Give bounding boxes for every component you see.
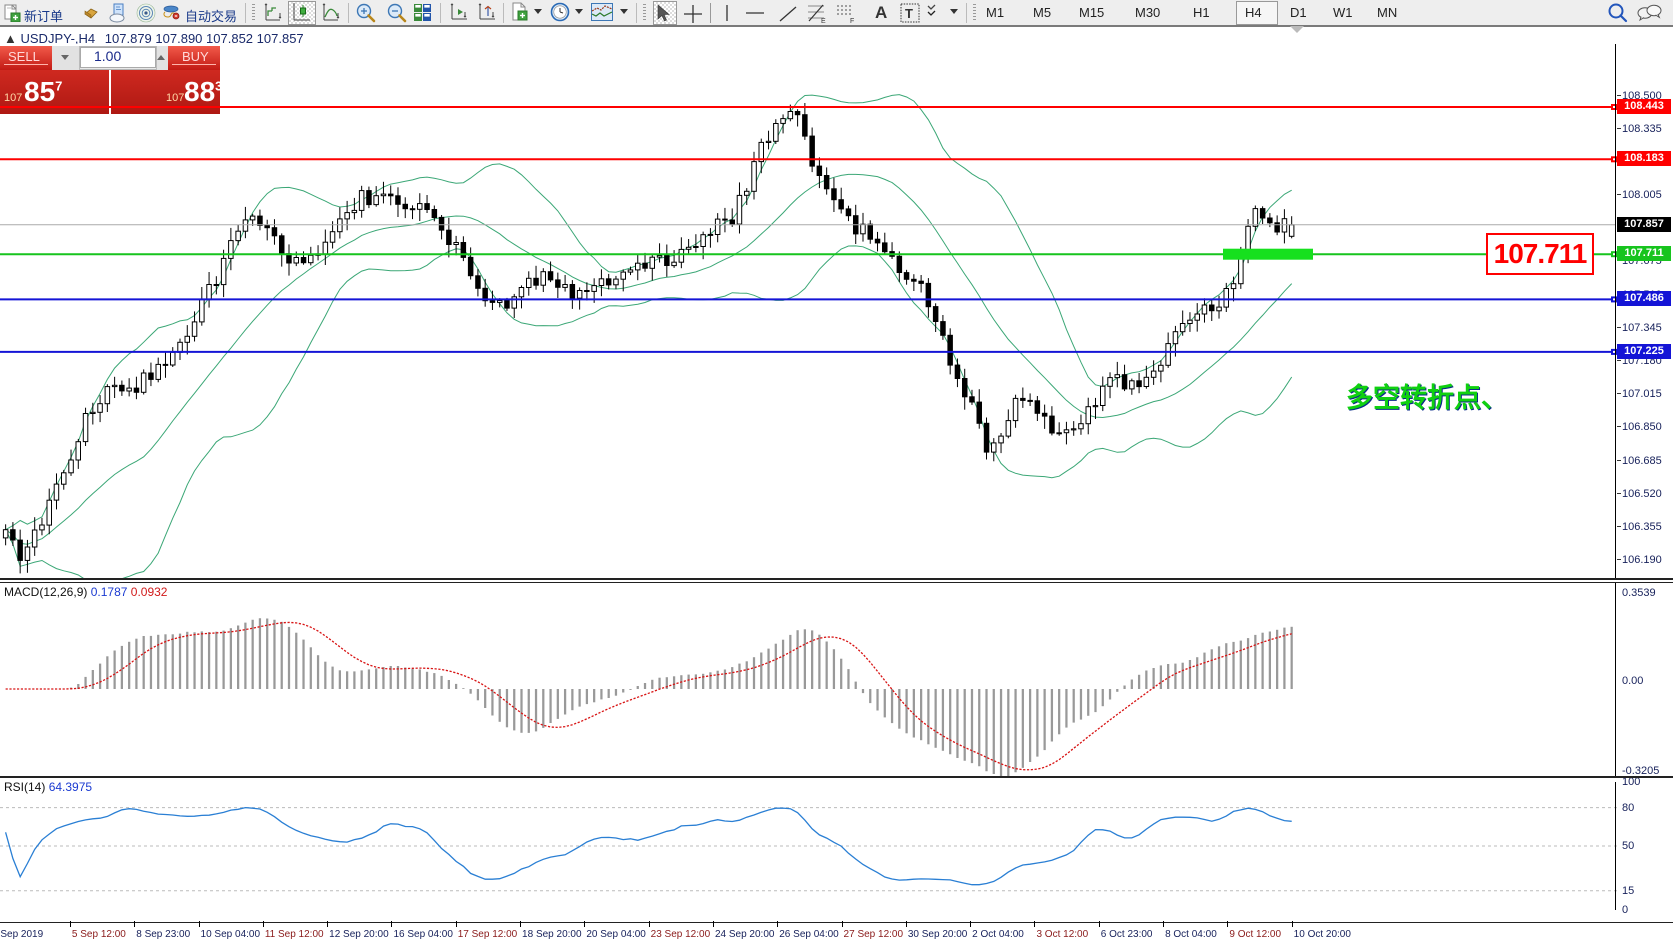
- svg-text:F: F: [850, 18, 854, 24]
- svg-text:E: E: [821, 18, 826, 24]
- svg-text:T: T: [905, 6, 913, 21]
